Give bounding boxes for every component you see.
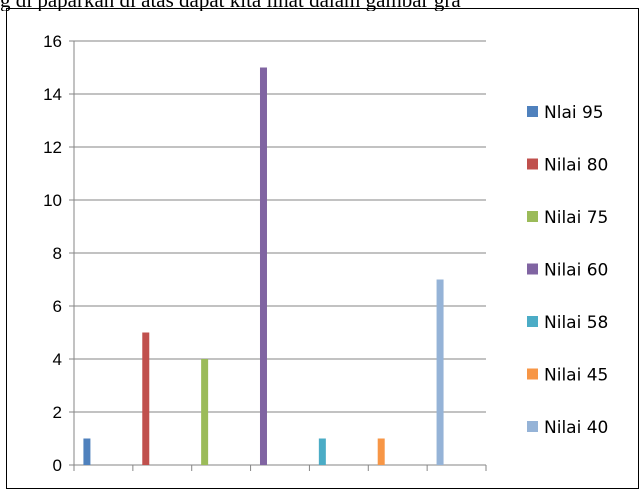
y-tick-label: 12 [43, 138, 62, 157]
gridlines [74, 40, 486, 413]
legend-swatch [527, 106, 538, 117]
y-tick-label: 2 [53, 403, 62, 422]
bar-nilai-45 [377, 438, 385, 465]
caption-text: g di paparkan di atas dapat kita lihat d… [0, 0, 644, 11]
legend-label: Nilai 45 [544, 366, 608, 386]
bar-nilai-80 [142, 332, 150, 465]
y-tick-label: 6 [53, 297, 62, 316]
y-tick-label: 0 [53, 456, 62, 475]
legend-swatch [527, 211, 538, 222]
bar-nlai-95 [83, 438, 91, 465]
legend-swatch [527, 368, 538, 380]
bar-nilai-40 [436, 279, 444, 465]
axes [69, 40, 487, 471]
bar-nilai-58 [318, 438, 326, 465]
chart-frame [6, 8, 639, 489]
y-tick-label: 14 [43, 85, 62, 104]
y-tick-label: 4 [53, 350, 62, 369]
legend-swatch [527, 158, 538, 170]
legend-label: Nilai 40 [544, 418, 608, 438]
legend-swatch [527, 263, 538, 275]
bars [83, 67, 444, 465]
y-tick-labels: 0 2 4 6 8 10 12 14 16 [43, 32, 62, 475]
legend-label: Nlai 95 [544, 103, 604, 123]
y-tick-label: 10 [43, 191, 62, 210]
legend: Nlai 95 Nilai 80 Nilai 75 Nilai 60 Nilai 58 N… [527, 103, 608, 438]
legend-label: Nilai 60 [544, 261, 608, 281]
legend-swatch [527, 316, 538, 327]
legend-label: Nilai 75 [544, 208, 608, 228]
bar-nilai-75 [201, 359, 209, 465]
legend-label: Nilai 80 [544, 156, 608, 176]
legend-label: Nilai 58 [544, 313, 608, 333]
y-tick-label: 16 [43, 32, 62, 51]
bar-nilai-60 [259, 67, 267, 465]
y-tick-label: 8 [53, 244, 62, 263]
legend-swatch [527, 421, 538, 432]
